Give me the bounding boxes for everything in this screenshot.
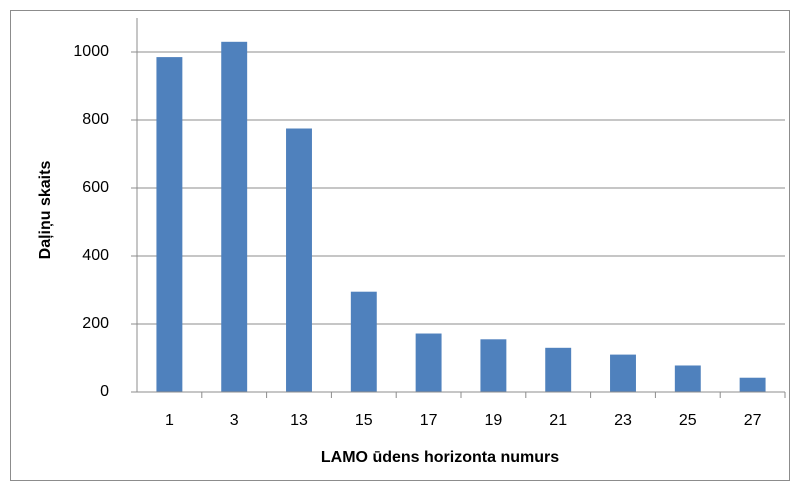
bar	[156, 57, 183, 392]
y-tick-label: 600	[82, 179, 109, 196]
bar	[545, 347, 572, 392]
x-tick-label: 1	[165, 412, 174, 429]
bar	[286, 128, 312, 392]
x-tick-label: 15	[355, 412, 373, 429]
bar	[610, 354, 636, 392]
bar	[350, 291, 377, 392]
x-tick-label: 19	[485, 412, 503, 429]
x-tick-label: 17	[420, 412, 438, 429]
y-tick-label: 0	[100, 383, 109, 400]
x-tick-label: 25	[679, 412, 697, 429]
x-tick-label: 21	[549, 412, 567, 429]
bar	[739, 377, 766, 392]
bar	[415, 333, 442, 392]
y-tick-label: 1000	[73, 43, 109, 60]
y-tick-label: 400	[82, 247, 109, 264]
x-axis-label: LAMO ūdens horizonta numurs	[321, 449, 559, 466]
x-tick-label: 3	[230, 412, 239, 429]
chart-border	[10, 10, 790, 481]
y-axis-label: Daļiņu skaits	[37, 161, 54, 260]
y-tick-label: 800	[82, 111, 109, 128]
x-tick-label: 13	[290, 412, 308, 429]
bar	[674, 365, 701, 392]
x-tick-label: 27	[744, 412, 762, 429]
x-tick-label: 23	[614, 412, 632, 429]
bar	[480, 339, 507, 392]
bar	[221, 41, 248, 393]
y-tick-label: 200	[82, 315, 109, 332]
